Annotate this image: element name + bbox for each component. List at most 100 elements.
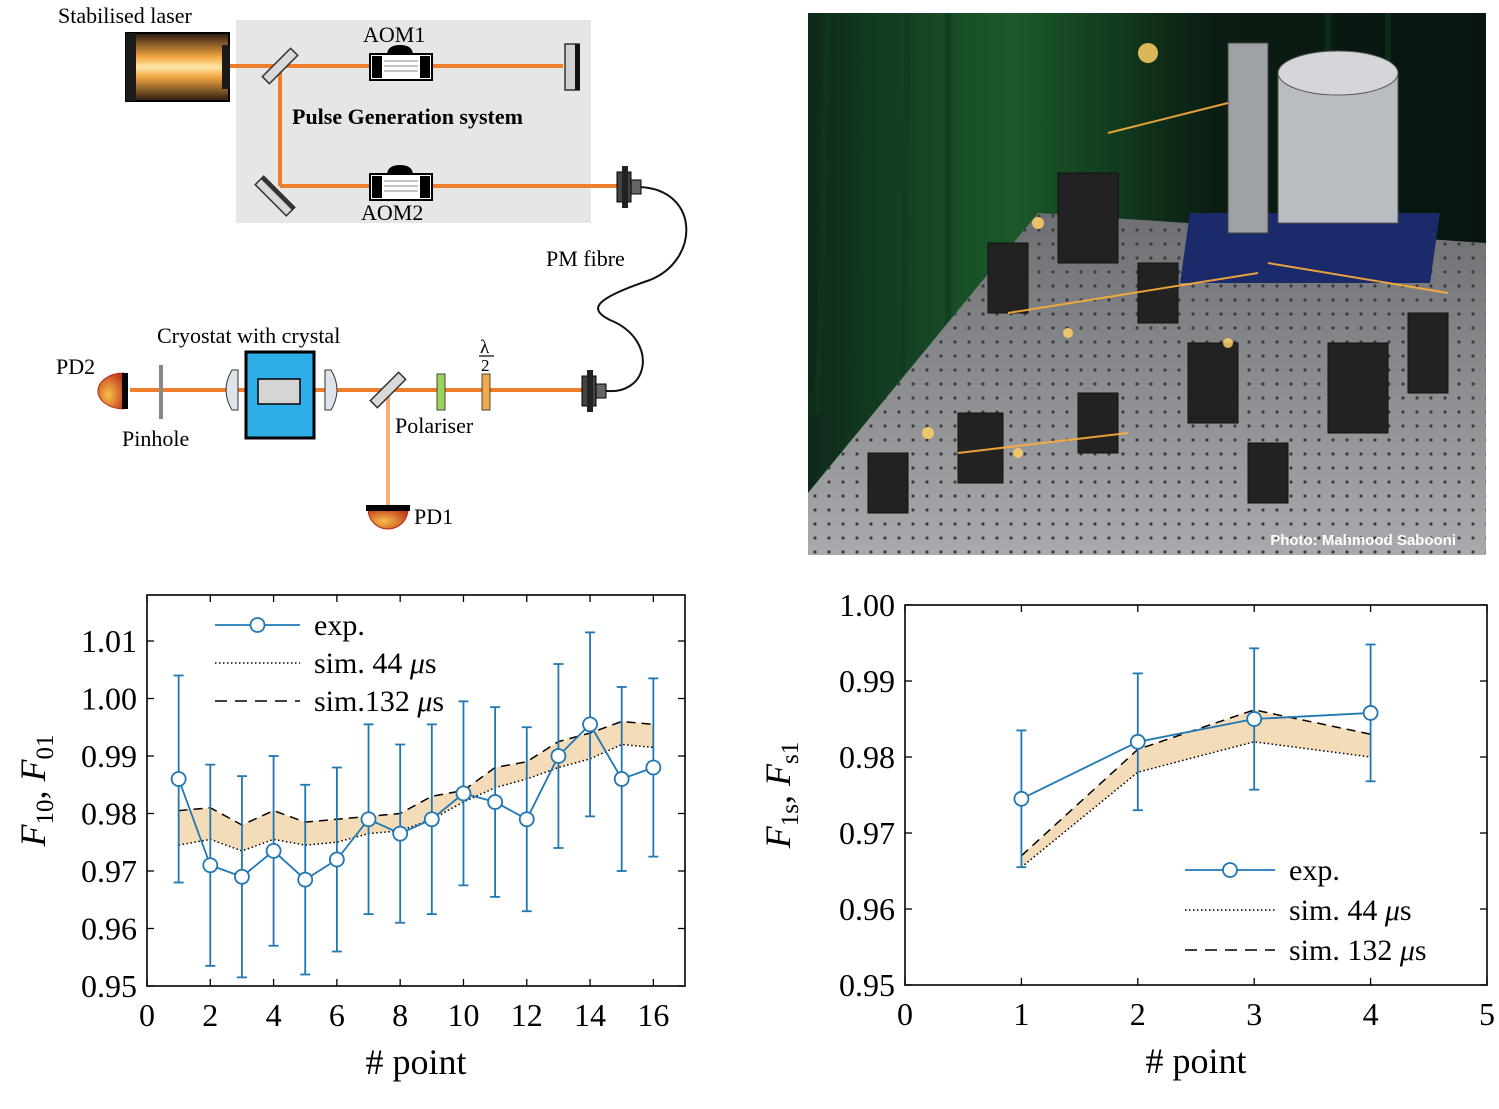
legend-label: sim. 132 μs: [1289, 934, 1427, 967]
aom2-label: AOM2: [361, 200, 423, 225]
x-tick-label: 14: [574, 997, 606, 1033]
exp-point: [518, 811, 535, 828]
sim-44-line: [178, 743, 654, 852]
x-tick-label: 3: [1246, 996, 1262, 1032]
exp-point: [234, 868, 250, 885]
exp-point: [328, 851, 345, 868]
legend-label: sim.132 μs: [314, 685, 444, 718]
x-tick-label: 0: [139, 997, 155, 1033]
y-tick-label: 1.00: [839, 587, 895, 623]
beam-splitter: [369, 371, 407, 409]
y-tick-label: 1.01: [81, 623, 137, 659]
fibre-coupler-top: [616, 166, 642, 208]
y-tick-label: 0.96: [81, 911, 137, 947]
legend-label: exp.: [1289, 854, 1340, 887]
exp-point: [487, 794, 504, 810]
exp-point: [1013, 790, 1030, 807]
exp-point: [455, 785, 472, 802]
x-tick-label: 16: [637, 997, 669, 1033]
legend-exp-marker: [1222, 862, 1238, 878]
x-axis-label: # point: [1145, 1041, 1246, 1081]
end-mirror: [564, 43, 580, 91]
sim-132-line: [1020, 709, 1371, 857]
exp-point: [1246, 711, 1263, 727]
chart-fidelity-16: 0 2 4 6 8 10 12 14 16 0.95 0.96 0.97 0.98 0.99 1.00 1.0…: [13, 594, 686, 1082]
cryostat-label: Cryostat with crystal: [157, 323, 340, 348]
legend-label: sim. 44 μs: [314, 647, 437, 680]
photodiode-pd1: [366, 505, 410, 530]
pinhole: [159, 365, 163, 419]
exp-point: [1129, 733, 1146, 750]
setup-diagram: Stabilised laser AOM1 AOM2 Pulse Generat…: [56, 3, 688, 530]
photo-credit: Photo: Mahmood Sabooni: [1270, 532, 1456, 549]
waveplate-label-den: 2: [481, 356, 490, 375]
half-waveplate: [481, 373, 491, 411]
exp-line: [1021, 712, 1371, 800]
y-tick-label: 0.95: [839, 967, 895, 1003]
x-tick-label: 4: [266, 997, 282, 1033]
x-tick-label: 0: [897, 996, 913, 1032]
y-tick-label: 0.97: [839, 815, 895, 851]
plot-right: 0 1 2 3 4 5 0.95 0.96 0.97 0.98 0.99 1.00 # point F1s…: [758, 587, 1495, 1081]
x-tick-label: 12: [511, 997, 543, 1033]
aom2: [369, 165, 433, 201]
y-tick-label: 0.96: [839, 891, 895, 927]
legend-label: exp.: [314, 609, 365, 642]
mirror-bottom: [254, 175, 296, 217]
sim-band: [1021, 709, 1371, 868]
y-axis-label: F1s, Fs1: [758, 742, 804, 849]
mirror-top: [261, 47, 299, 85]
exp-point: [1362, 705, 1379, 721]
exp-point: [613, 771, 630, 787]
pinhole-label: Pinhole: [122, 426, 189, 451]
pd1-label: PD1: [414, 504, 453, 529]
fibre-label: PM fibre: [546, 246, 625, 271]
x-tick-label: 8: [392, 997, 408, 1033]
chart-fidelity-4: 0 1 2 3 4 5 0.95 0.96 0.97 0.98 0.99 1.00 # point F1s…: [758, 587, 1495, 1081]
x-tick-label: 2: [202, 997, 218, 1033]
sim-band: [178, 721, 654, 851]
exp-point: [392, 825, 409, 842]
lab-photo-illustration: [808, 13, 1486, 555]
laser-label: Stabilised laser: [58, 3, 192, 28]
lab-photo: Photo: Mahmood Sabooni: [808, 13, 1486, 555]
vacuum-chamber: [1227, 42, 1399, 234]
photodiode-pd2: [97, 372, 128, 410]
legend-exp-marker: [249, 617, 266, 633]
x-tick-label: 4: [1363, 996, 1379, 1032]
exp-point: [360, 811, 377, 828]
exp-point: [297, 871, 314, 888]
x-axis-label: # point: [365, 1042, 466, 1082]
y-tick-label: 0.98: [839, 739, 895, 775]
polariser: [436, 373, 446, 411]
plot-frame: [146, 594, 686, 987]
x-tick-label: 1: [1013, 996, 1029, 1032]
pm-fibre: [597, 186, 688, 393]
plot-frame: [904, 604, 1488, 986]
exp-point: [423, 811, 440, 828]
exp-line: [177, 722, 654, 881]
y-tick-label: 0.99: [81, 738, 137, 774]
x-tick-label: 10: [447, 997, 479, 1033]
fibre-coupler-bottom: [581, 370, 607, 412]
lens-left: [225, 369, 239, 411]
plot-left: 0 2 4 6 8 10 12 14 16 0.95 0.96 0.97 0.98 0.99 1.00 1.0…: [13, 594, 686, 1082]
y-axis-label: F10, F01: [13, 735, 59, 848]
y-tick-label: 0.98: [81, 796, 137, 832]
waveplate-label-num: λ: [480, 337, 490, 358]
y-tick-label: 0.99: [839, 663, 895, 699]
sim-132-line: [178, 720, 654, 826]
y-tick-label: 1.00: [81, 681, 137, 717]
pulse-system-label: Pulse Generation system: [292, 104, 523, 129]
y-tick-label: 0.97: [81, 853, 137, 889]
cryostat: [244, 350, 316, 440]
legend-label: sim. 44 μs: [1289, 894, 1412, 927]
x-tick-label: 5: [1479, 996, 1495, 1032]
polariser-label: Polariser: [395, 413, 474, 438]
exp-point: [265, 842, 282, 859]
sim-44-line: [1020, 741, 1371, 868]
laser-source: [125, 32, 230, 102]
exp-point: [550, 748, 567, 764]
exp-point: [170, 771, 187, 787]
aom1-label: AOM1: [363, 22, 425, 47]
